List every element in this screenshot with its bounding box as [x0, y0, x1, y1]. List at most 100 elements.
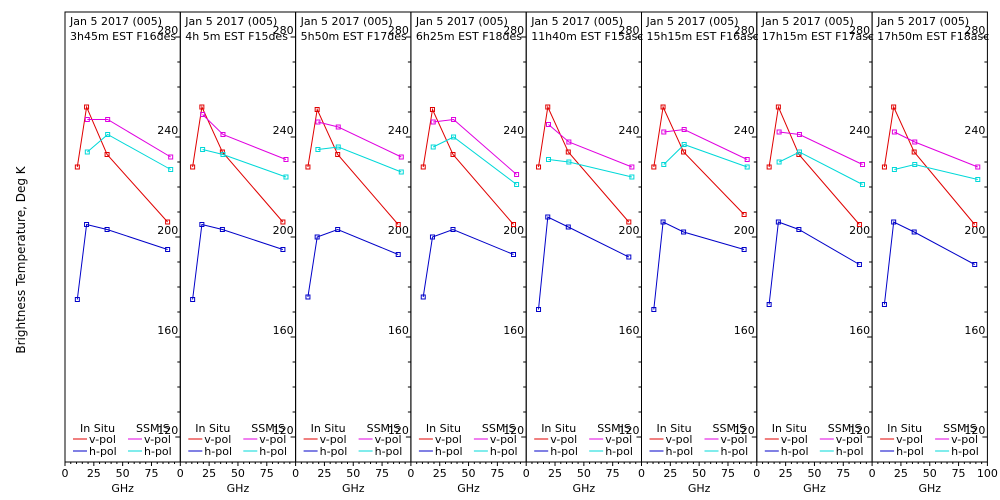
data-point: [681, 142, 687, 147]
data-point: [280, 219, 286, 225]
legend-col2-title: SSMIS: [597, 422, 631, 435]
legend-col2-title: SSMIS: [136, 422, 170, 435]
series-4: [546, 157, 635, 180]
legend-label: h-pol: [836, 445, 864, 458]
y-tick-label: 200: [273, 224, 294, 237]
x-tick-label: 50: [346, 467, 360, 480]
legend-col1-title: In Situ: [887, 422, 922, 435]
x-tick-label: 50: [231, 467, 245, 480]
data-point: [314, 107, 320, 112]
series-2: [74, 222, 171, 302]
y-tick-label: 160: [273, 324, 294, 337]
x-tick-label: 0: [638, 467, 645, 480]
legend-col1-title: In Situ: [657, 422, 692, 435]
x-axis-label: GHz: [111, 482, 134, 495]
x-tick-label: 0: [292, 467, 299, 480]
data-point: [305, 164, 311, 170]
legend-label: h-pol: [204, 445, 232, 458]
x-tick-label: 75: [952, 467, 966, 480]
legend-label: h-pol: [781, 445, 809, 458]
legend-label: h-pol: [721, 445, 749, 458]
y-tick-label: 280: [388, 24, 409, 37]
legend-col2-title: SSMIS: [367, 422, 401, 435]
data-point: [84, 117, 90, 122]
legend-col1-title: In Situ: [772, 422, 807, 435]
series-line: [202, 114, 287, 160]
y-tick-label: 120: [388, 424, 409, 437]
x-tick-label: 50: [923, 467, 937, 480]
x-tick-label: 50: [462, 467, 476, 480]
panel-6: Jan 5 2017 (005) 15h15m EST F16asc 120 160 2…: [638, 11, 759, 495]
data-point: [891, 219, 897, 225]
series-2: [766, 219, 862, 307]
data-point: [766, 164, 772, 170]
data-point: [796, 132, 802, 137]
series-1: [651, 104, 747, 217]
x-axis-label: GHz: [918, 482, 941, 495]
x-tick-label: 0: [753, 467, 760, 480]
data-point: [629, 174, 635, 180]
legend-label: h-pol: [896, 445, 924, 458]
data-point: [420, 164, 426, 170]
legend-label: v-pol: [896, 433, 923, 446]
legend-col1-title: In Situ: [195, 422, 230, 435]
data-point: [199, 104, 205, 110]
data-point: [165, 219, 171, 225]
panel-frame: [179, 11, 297, 463]
legend-label: v-pol: [490, 433, 517, 446]
panel-title: Jan 5 2017 (005): [646, 15, 739, 28]
x-tick-label: 0: [523, 467, 530, 480]
data-point: [741, 212, 747, 217]
data-point: [305, 294, 311, 300]
legend-label: h-pol: [435, 445, 463, 458]
legend-label: v-pol: [144, 433, 171, 446]
data-point: [511, 252, 517, 257]
legend-label: h-pol: [666, 445, 694, 458]
x-tick-label: 0: [869, 467, 876, 480]
data-point: [429, 234, 435, 240]
y-tick-label: 240: [273, 124, 294, 137]
y-tick-label: 240: [849, 124, 870, 137]
panels-group: Jan 5 2017 (005) 3h45m EST F16des 120 160 20…: [62, 11, 998, 495]
panel-subtitle: 17h50m EST F18asc: [877, 30, 989, 43]
data-point: [335, 152, 341, 157]
series-3: [891, 129, 981, 170]
series-line: [894, 163, 978, 180]
data-point: [775, 104, 781, 110]
data-point: [514, 172, 520, 177]
data-point: [775, 219, 781, 225]
legend-col2-title: SSMIS: [943, 422, 977, 435]
data-point: [220, 152, 226, 157]
panel-title: Jan 5 2017 (005): [69, 15, 162, 28]
x-tick-label: 75: [375, 467, 389, 480]
series-3: [430, 117, 520, 177]
series-line: [779, 131, 863, 165]
series-4: [776, 149, 865, 187]
y-tick-label: 120: [157, 424, 178, 437]
y-tick-label: 240: [503, 124, 524, 137]
data-point: [975, 177, 981, 182]
data-point: [104, 227, 110, 232]
data-point: [629, 164, 635, 170]
series-4: [315, 144, 404, 175]
data-point: [626, 254, 632, 260]
x-tick-label: 25: [894, 467, 908, 480]
legend-label: h-pol: [89, 445, 117, 458]
data-point: [972, 222, 978, 227]
data-point: [514, 182, 520, 187]
series-line: [422, 228, 514, 298]
data-point: [546, 122, 552, 127]
panel-frame: [64, 11, 181, 463]
data-point: [335, 124, 341, 130]
y-tick-label: 200: [157, 224, 178, 237]
data-point: [105, 132, 111, 137]
data-point: [450, 152, 456, 157]
panel-subtitle: 6h25m EST F18des: [416, 30, 522, 43]
series-line: [76, 223, 168, 300]
y-tick-label: 240: [964, 124, 985, 137]
legend-label: h-pol: [605, 445, 633, 458]
data-point: [856, 222, 862, 227]
data-point: [190, 164, 196, 170]
